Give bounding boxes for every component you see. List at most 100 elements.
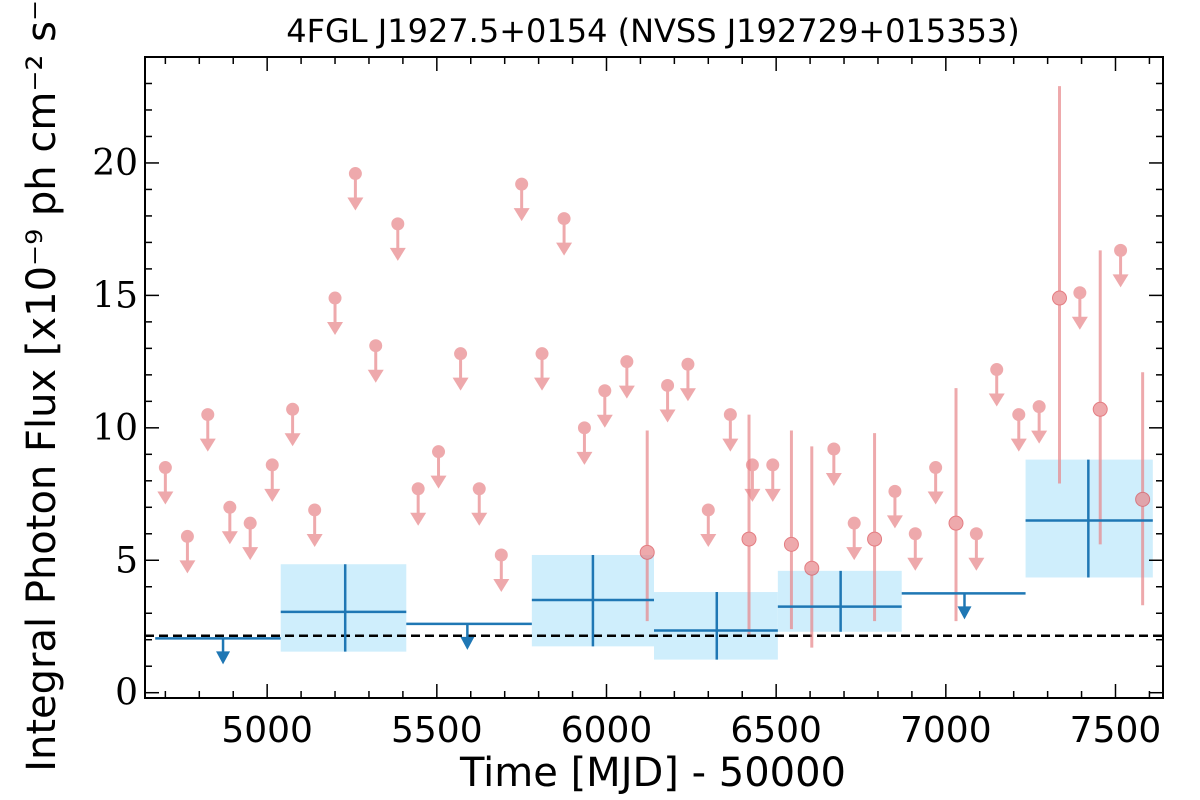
x-tick-label: 5000: [221, 710, 313, 751]
y-tick-label: 5: [115, 540, 138, 581]
upper-limit-point: [620, 355, 634, 369]
plot-frame: [144, 56, 1164, 699]
upper-limit-arrowhead: [367, 369, 384, 383]
short-bin-upper-limit: [618, 355, 635, 399]
x-tick-label: 6000: [561, 710, 653, 751]
upper-limit-point: [180, 529, 194, 543]
upper-limit-arrowhead: [493, 578, 510, 592]
upper-limit-point: [908, 527, 922, 541]
upper-limit-point: [201, 408, 215, 422]
upper-limit-point: [158, 461, 172, 475]
upper-limit-point: [454, 347, 468, 361]
x-tick-label: 6500: [730, 710, 822, 751]
upper-limit-arrowhead: [1031, 430, 1048, 444]
upper-limit-point: [265, 458, 279, 472]
x-axis-label: Time [MJD] - 50000: [459, 750, 846, 796]
short-bin-detection: [741, 414, 757, 635]
short-bin-detection: [804, 446, 820, 648]
detection-point: [1092, 401, 1108, 417]
short-bin-upper-limit: [825, 442, 842, 487]
short-bin-upper-limit: [242, 516, 259, 561]
short-bin-upper-limit: [452, 347, 469, 391]
detection-point: [867, 531, 883, 547]
upper-limit-point: [661, 378, 675, 392]
upper-limit-point: [348, 167, 362, 181]
upper-limit-point: [515, 177, 529, 191]
short-bin-upper-limit: [284, 402, 301, 447]
x-tick-label: 7500: [1070, 710, 1162, 751]
short-bin-upper-limit: [1010, 408, 1027, 452]
short-bin-detection: [783, 430, 799, 630]
short-bin-upper-limit: [556, 212, 573, 256]
upper-limit-arrowhead: [327, 322, 344, 336]
x-tick-label: 5500: [391, 710, 483, 751]
short-bin-upper-limit: [347, 167, 364, 211]
upper-limit-point: [286, 402, 300, 416]
short-bin-upper-limit: [157, 461, 174, 505]
long-bin-upper-limit-arrowhead: [460, 636, 475, 650]
upper-limit-point: [888, 484, 902, 498]
y-axis-label: Integral Photon Flux [x10⁻⁹ ph cm⁻² s⁻¹]: [19, 0, 65, 772]
long-bin-error-band: [280, 564, 407, 652]
short-bin-upper-limit: [968, 527, 985, 571]
upper-limit-arrowhead: [389, 247, 406, 261]
detection-point: [1052, 290, 1068, 306]
short-bin-upper-limit: [513, 177, 530, 222]
y-tick-label: 15: [92, 275, 138, 316]
upper-limit-point: [494, 548, 508, 562]
short-bin-detection: [1092, 250, 1108, 545]
upper-limit-point: [557, 212, 571, 226]
short-bin-upper-limit: [264, 458, 281, 502]
upper-limit-point: [472, 482, 486, 496]
upper-limit-point: [369, 339, 383, 353]
upper-limit-point: [1073, 286, 1087, 300]
upper-limit-point: [969, 527, 983, 541]
short-bin-upper-limit: [886, 484, 903, 529]
plot-area: 5000 5500 6000 6500 7000 7500 0 5 10 15 20: [92, 56, 1164, 751]
short-bin-upper-limit: [493, 548, 510, 592]
short-bin-upper-limit: [927, 461, 944, 505]
short-bin-upper-limit: [722, 408, 739, 452]
short-bin-detection: [948, 388, 964, 622]
x-tick-label: 7000: [900, 710, 992, 751]
upper-limit-point: [929, 461, 943, 475]
upper-limit-arrowhead: [618, 385, 635, 399]
upper-limit-point: [598, 384, 612, 398]
long-bin-upper-limit-arrowhead: [957, 606, 972, 620]
detection-point: [1135, 491, 1151, 507]
short-bin-upper-limit: [596, 384, 613, 428]
short-bin-upper-limit: [221, 500, 238, 545]
upper-limit-arrowhead: [968, 557, 985, 571]
upper-limit-point: [847, 516, 861, 530]
short-bin-upper-limit: [327, 291, 344, 336]
detection-point: [639, 544, 655, 560]
upper-limit-arrowhead: [306, 533, 323, 547]
upper-limit-arrowhead: [1112, 274, 1129, 288]
upper-limit-point: [681, 357, 695, 371]
short-bin-upper-limit: [306, 503, 323, 547]
short-bin-upper-limit: [534, 347, 551, 391]
upper-limit-arrowhead: [534, 377, 551, 391]
upper-limit-arrowhead: [744, 488, 761, 502]
upper-limit-arrowhead: [410, 512, 427, 526]
upper-limit-arrowhead: [199, 438, 216, 452]
chart-title: 4FGL J1927.5+0154 (NVSS J192729+015353): [286, 12, 1020, 50]
upper-limit-arrowhead: [825, 473, 842, 487]
upper-limit-arrowhead: [596, 414, 613, 428]
long-bin-upper-limit-arrowhead: [216, 651, 231, 665]
upper-limit-point: [701, 503, 715, 517]
upper-limit-arrowhead: [179, 560, 196, 574]
detection-point: [741, 531, 757, 547]
upper-limit-arrowhead: [556, 242, 573, 256]
upper-limit-arrowhead: [846, 547, 863, 561]
short-bin-upper-limit: [846, 516, 863, 561]
upper-limit-arrowhead: [722, 438, 739, 452]
short-bin-upper-limit: [471, 482, 488, 526]
detection-point: [804, 560, 820, 576]
upper-limit-arrowhead: [1071, 316, 1088, 330]
y-tick-label: 20: [92, 143, 138, 184]
upper-limit-arrowhead: [907, 557, 924, 571]
upper-limit-point: [1114, 243, 1128, 257]
upper-limit-point: [308, 503, 322, 517]
